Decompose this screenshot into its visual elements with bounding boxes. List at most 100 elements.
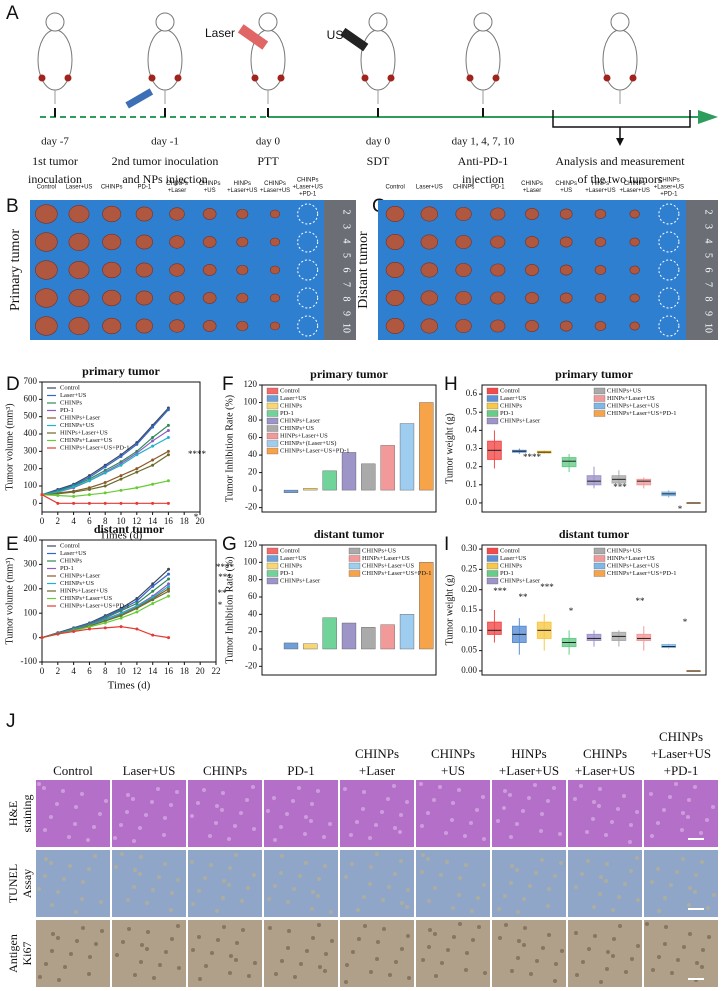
y-axis-label: Tumor volume (mm³)	[4, 403, 15, 490]
micrograph	[492, 850, 566, 917]
texture-dot	[635, 810, 639, 814]
texture-dot	[686, 815, 690, 819]
texture-dot	[471, 938, 475, 942]
texture-dot	[80, 792, 84, 796]
texture-dot	[497, 907, 501, 911]
texture-dot	[663, 942, 667, 946]
annotation: Laser	[205, 26, 235, 40]
texture-dot	[446, 948, 450, 952]
legend-label: Control	[500, 547, 520, 554]
data-point	[166, 449, 170, 453]
group-label: PD-1	[491, 185, 505, 191]
y-axis-label: Tumor weight (g)	[444, 413, 455, 484]
y-tick-label: 0.6	[466, 388, 478, 398]
timeline-label: 1st tumor	[32, 154, 78, 168]
texture-dot	[510, 864, 514, 868]
texture-dot	[132, 839, 136, 843]
tumor-photo	[420, 206, 439, 222]
texture-dot	[158, 963, 162, 967]
tumor-dot	[466, 74, 474, 82]
legend-label: PD-1	[280, 410, 294, 417]
bar	[283, 642, 299, 650]
data-point	[135, 501, 139, 505]
y-tick-label: 0.05	[461, 645, 477, 655]
legend-label: CHINPs+Laser+US+PD-1	[607, 410, 677, 417]
data-point	[119, 474, 123, 478]
significance-mark: *	[683, 617, 688, 627]
texture-dot	[251, 785, 255, 789]
box	[586, 475, 602, 486]
timeline-label: PTT	[257, 154, 279, 168]
data-point	[87, 501, 91, 505]
bar	[341, 452, 357, 491]
timeline-label: and NPs injection	[122, 172, 207, 186]
texture-dot	[152, 976, 156, 980]
significance-mark: ****	[188, 449, 207, 459]
legend-label: CHINPs	[500, 562, 523, 569]
texture-dot	[272, 796, 276, 800]
x-tick-label: 16	[164, 666, 174, 676]
texture-dot	[221, 896, 225, 900]
texture-dot	[695, 961, 699, 965]
significance-mark: **	[519, 592, 529, 602]
tumor-dot	[361, 74, 369, 82]
texture-dot	[669, 883, 673, 887]
group-label: +US	[204, 188, 216, 194]
x-tick-label: 14	[148, 516, 158, 526]
data-point	[40, 636, 44, 640]
legend-swatch	[266, 447, 279, 455]
data-point	[87, 493, 91, 497]
timeline-day: day 0	[366, 136, 391, 148]
panel-letter: G	[222, 534, 237, 555]
data-point	[103, 484, 107, 488]
texture-dot	[503, 789, 507, 793]
texture-dot	[246, 886, 250, 890]
legend-swatch	[348, 570, 361, 577]
tumor-dot	[64, 74, 72, 82]
texture-dot	[44, 962, 48, 966]
legend-label: CHINPs	[60, 399, 83, 406]
legend-swatch	[593, 395, 606, 402]
group-label: HINPs	[234, 181, 251, 187]
texture-dot	[458, 876, 462, 880]
mouse-icon	[465, 12, 501, 104]
data-point	[167, 594, 171, 598]
texture-dot	[419, 782, 423, 786]
chart-title: distant tumor	[559, 527, 630, 541]
texture-dot	[463, 834, 467, 838]
tumor-photo	[594, 237, 607, 247]
texture-dot	[310, 907, 314, 911]
y-axis-label: Tumor weight (g)	[444, 575, 455, 646]
texture-dot	[651, 968, 655, 972]
texture-dot	[163, 816, 167, 820]
bar	[361, 463, 376, 491]
legend-swatch	[486, 410, 499, 417]
legend-label: HINPs+Laser+US	[60, 587, 108, 594]
micrograph	[492, 920, 566, 987]
data-point	[151, 589, 155, 593]
data-point	[151, 501, 155, 505]
texture-dot	[126, 898, 130, 902]
texture-dot	[606, 950, 610, 954]
significance-mark: ***	[540, 582, 554, 592]
tumor-photo	[68, 233, 90, 251]
tumor-photo	[525, 292, 539, 304]
x-tick-label: 0	[40, 516, 45, 526]
texture-dot	[575, 973, 579, 977]
texture-dot	[215, 909, 219, 913]
legend-label: HINPs+Laser+US	[60, 429, 108, 436]
legend-label: HINPs+Laser+US	[362, 555, 410, 562]
tumor-photo	[629, 209, 640, 219]
texture-dot	[573, 797, 577, 801]
texture-dot	[428, 928, 432, 932]
legend-swatch	[593, 410, 606, 417]
tumor-photo	[269, 237, 280, 247]
tumor-photo	[490, 263, 506, 277]
texture-dot	[470, 909, 474, 913]
texture-dot	[650, 834, 654, 838]
texture-dot	[693, 785, 697, 789]
significance-mark: **	[636, 596, 646, 606]
y-tick-label: -20	[245, 660, 257, 670]
texture-dot	[37, 782, 41, 786]
tumor-photo	[68, 261, 90, 279]
